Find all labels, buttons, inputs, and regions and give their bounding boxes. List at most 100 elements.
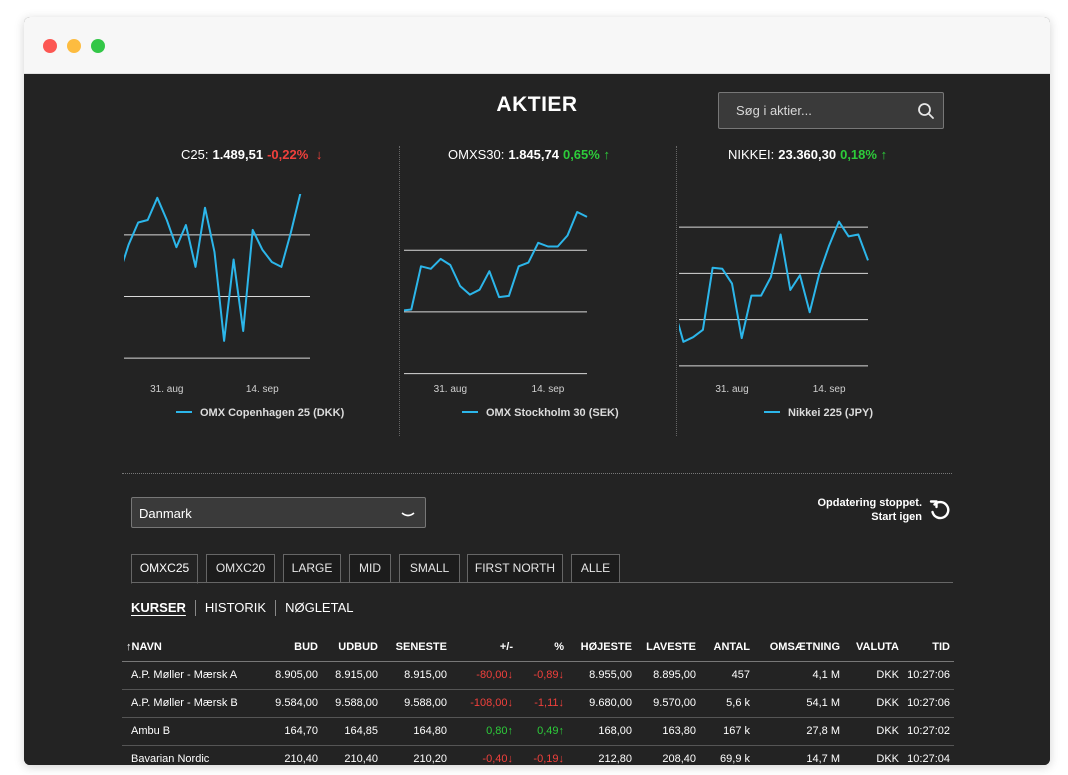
section-divider <box>122 473 952 474</box>
cell-name[interactable]: A.P. Møller - Mærsk B <box>122 689 270 718</box>
tab-large[interactable]: LARGE <box>283 554 341 583</box>
cell-seneste: 210,20 <box>382 745 451 765</box>
cell-hojeste: 9.680,00 <box>568 689 636 718</box>
col-pct[interactable]: % <box>517 641 568 662</box>
cell-laveste: 9.570,00 <box>636 689 700 718</box>
arrow-down-icon: ↓ <box>558 753 565 765</box>
chart-legend: OMX Copenhagen 25 (DKK) <box>176 407 344 419</box>
index-value: 23.360,30 <box>778 147 837 162</box>
stock-table-body: A.P. Møller - Mærsk A 8.905,00 8.915,00 8.9… <box>122 661 954 765</box>
cell-antal: 167 k <box>700 717 754 746</box>
cell-seneste-text: 8.915,00 <box>404 669 447 681</box>
cell-omsaetning-text: 27,8 M <box>806 725 840 737</box>
zoom-window-button[interactable] <box>91 39 105 53</box>
cell-seneste: 164,80 <box>382 717 451 746</box>
index-header-omxs30: OMXS30: 1.845,74 0,65% ↑ <box>448 147 610 162</box>
x-tick-label: 31. aug <box>434 384 467 395</box>
index-header-c25: C25: 1.489,51 -0,22% ↓ <box>181 147 322 162</box>
col-diff[interactable]: +/- <box>451 641 517 662</box>
table-row[interactable]: A.P. Møller - Mærsk B 9.584,00 9.588,00 9.5… <box>122 689 954 718</box>
legend-swatch <box>764 411 780 414</box>
cell-bud: 164,70 <box>270 717 322 746</box>
cell-omsaetning: 54,1 M <box>754 689 844 718</box>
tab-first-north[interactable]: FIRST NORTH <box>467 554 563 583</box>
cell-name-text: A.P. Møller - Mærsk B <box>131 697 238 709</box>
arrow-down-icon: ↓ <box>558 669 565 681</box>
series-line <box>404 211 588 312</box>
table-row[interactable]: Bavarian Nordic 210,40 210,40 210,20 -0,40↓ -… <box>122 745 954 765</box>
search-input[interactable] <box>719 93 909 128</box>
update-status: Opdatering stoppet. Start igen <box>818 496 923 524</box>
search-box[interactable] <box>718 92 944 129</box>
cell-udbud-text: 210,40 <box>344 753 378 765</box>
cell-pct: -0,89↓ <box>517 661 568 690</box>
search-icon[interactable] <box>917 102 935 125</box>
x-tick-label: 14. sep <box>246 384 279 395</box>
cell-tid-text: 10:27:02 <box>907 725 950 737</box>
index-value: 1.489,51 <box>212 147 264 162</box>
subtab-noegletal[interactable]: NØGLETAL <box>285 600 354 615</box>
minimize-window-button[interactable] <box>67 39 81 53</box>
refresh-icon[interactable] <box>928 498 952 527</box>
arrow-up-icon: ↑ <box>603 147 610 162</box>
table-row[interactable]: Ambu B 164,70 164,85 164,80 0,80↑ 0,49↑ 168,00… <box>122 717 954 746</box>
cell-name[interactable]: A.P. Møller - Mærsk A <box>122 661 270 690</box>
legend-swatch <box>462 411 478 414</box>
cell-omsaetning: 4,1 M <box>754 661 844 690</box>
arrow-down-icon: ↓ <box>507 669 514 681</box>
col-hojeste[interactable]: HØJESTE <box>568 641 636 662</box>
chart-nikkei: 22.750,0023.000,0023.250,0023.500,0031. … <box>679 220 869 395</box>
index-name: OMXS30: <box>448 147 505 162</box>
cell-pct-text: -0,89 <box>533 669 559 681</box>
cell-hojeste-text: 9.680,00 <box>589 697 632 709</box>
cell-valuta-text: DKK <box>876 669 899 681</box>
col-udbud[interactable]: UDBUD <box>322 641 382 662</box>
cell-valuta-text: DKK <box>876 753 899 765</box>
market-select[interactable]: Danmark <box>131 497 426 528</box>
chevron-down-icon <box>401 507 415 525</box>
view-tabs: KURSER HISTORIK NØGLETAL <box>131 599 354 617</box>
col-seneste[interactable]: SENESTE <box>382 641 451 662</box>
tab-alle[interactable]: ALLE <box>571 554 620 583</box>
cell-udbud: 9.588,00 <box>322 689 382 718</box>
col-navn[interactable]: ↑NAVN <box>122 641 270 662</box>
tab-omxc20[interactable]: OMXC20 <box>206 554 275 583</box>
legend-label: Nikkei 225 (JPY) <box>788 407 873 419</box>
col-valuta[interactable]: VALUTA <box>844 641 903 662</box>
cell-seneste-text: 210,20 <box>413 753 447 765</box>
table-row[interactable]: A.P. Møller - Mærsk A 8.905,00 8.915,00 8.9… <box>122 661 954 690</box>
col-bud[interactable]: BUD <box>270 641 322 662</box>
col-omsaetning[interactable]: OMSÆTNING <box>754 641 844 662</box>
col-laveste[interactable]: LAVESTE <box>636 641 700 662</box>
col-antal[interactable]: ANTAL <box>700 641 754 662</box>
cell-name[interactable]: Ambu B <box>122 717 270 746</box>
cell-tid-text: 10:27:04 <box>907 753 950 765</box>
cell-hojeste-text: 168,00 <box>598 725 632 737</box>
table-header-row: ↑NAVN BUD UDBUD SENESTE +/- % HØJESTE LA… <box>122 641 954 662</box>
update-status-text: Opdatering stoppet. <box>817 497 923 509</box>
cell-hojeste: 168,00 <box>568 717 636 746</box>
cell-antal: 457 <box>700 661 754 690</box>
cell-seneste-text: 164,80 <box>413 725 447 737</box>
cell-hojeste-text: 212,80 <box>598 753 632 765</box>
x-tick-label: 31. aug <box>715 384 748 395</box>
close-window-button[interactable] <box>43 39 57 53</box>
tab-omxc25[interactable]: OMXC25 <box>131 554 198 584</box>
tab-small[interactable]: SMALL <box>399 554 460 583</box>
chart-divider <box>676 146 677 436</box>
restart-link[interactable]: Start igen <box>871 511 922 523</box>
subtab-kurser[interactable]: KURSER <box>131 600 186 615</box>
cell-hojeste: 212,80 <box>568 745 636 765</box>
tab-mid[interactable]: MID <box>349 554 391 583</box>
legend-label: OMX Stockholm 30 (SEK) <box>486 407 619 419</box>
cell-pct-text: 0,49 <box>537 725 559 737</box>
cell-laveste-text: 8.895,00 <box>653 669 696 681</box>
cell-name[interactable]: Bavarian Nordic <box>122 745 270 765</box>
cell-pct: -1,11↓ <box>517 689 568 718</box>
arrow-up-icon: ↑ <box>507 725 514 737</box>
cell-diff-text: 0,80 <box>486 725 508 737</box>
col-tid[interactable]: TID <box>903 641 954 662</box>
subtab-historik[interactable]: HISTORIK <box>204 600 267 615</box>
title-bar <box>24 17 1050 74</box>
